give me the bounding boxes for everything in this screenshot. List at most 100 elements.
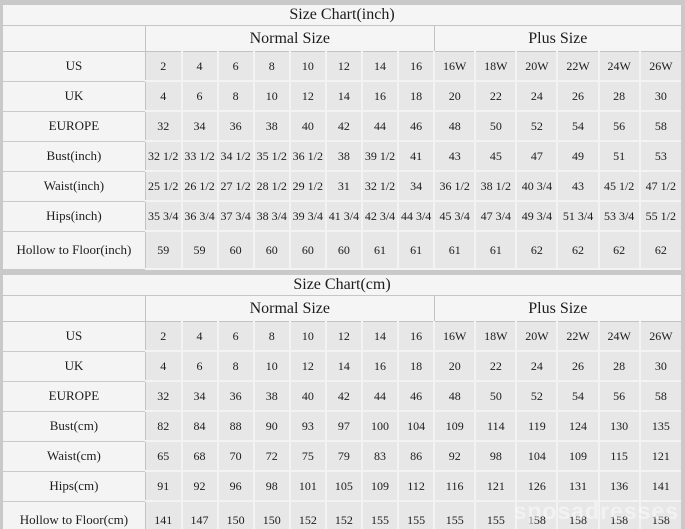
row-label: Hollow to Floor(inch) [3,231,146,270]
size-value-cell: 60 [289,231,327,270]
size-value-cell: 158 [557,501,600,529]
size-value-cell: 47 3/4 [475,201,518,232]
size-value-cell: 83 [361,441,400,472]
size-value-cell: 55 1/2 [639,201,681,232]
size-value-cell: 50 [475,381,518,412]
row-label: UK [3,81,146,112]
row-label: US [3,51,146,82]
size-value-cell: 54 [557,381,600,412]
table-row: Bust(inch) 32 1/2 33 1/2 34 1/2 35 1/2 36 1/2… [3,141,681,172]
table-row: US 2 4 6 8 10 12 14 16 16W 18W 20W 22W 24W 26W [3,321,681,352]
size-value-cell: 18W [475,51,518,82]
size-value-cell: 104 [516,441,559,472]
size-value-cell: 4 [181,51,219,82]
table-row: Hips(cm) 91 92 96 98 101 105 109 112 116 121 126 131… [3,471,681,502]
size-chart-cm-table: Size Chart(cm) Normal Size Plus Size US 2 4 6 8… [3,275,681,529]
size-value-cell: 44 3/4 [398,201,436,232]
size-value-cell: 61 [398,231,436,270]
size-value-cell: 34 [398,171,436,202]
size-value-cell: 26 [557,351,600,382]
size-value-cell: 44 [361,111,400,142]
size-value-cell: 16W [434,51,477,82]
size-value-cell: 42 [325,111,363,142]
size-value-cell: 34 [181,111,219,142]
table-title: Size Chart(cm) [3,275,681,296]
size-value-cell: 8 [217,351,255,382]
size-value-cell: 121 [639,441,681,472]
size-value-cell: 116 [434,471,477,502]
size-value-cell: 47 [516,141,559,172]
size-value-cell: 150 [217,501,255,529]
size-value-cell: 41 [398,141,436,172]
size-value-cell: 155 [434,501,477,529]
size-value-cell: 79 [325,441,363,472]
size-value-cell: 32 1/2 [145,141,183,172]
size-value-cell: 18W [475,321,518,352]
size-value-cell: 38 [253,381,291,412]
size-value-cell: 109 [361,471,400,502]
size-value-cell: 32 1/2 [361,171,400,202]
size-value-cell: 60 [217,231,255,270]
size-value-cell: 31 [325,171,363,202]
size-value-cell: 20 [434,351,477,382]
size-value-cell: 72 [253,441,291,472]
size-value-cell: 90 [253,411,291,442]
size-value-cell: 44 [361,381,400,412]
size-value-cell: 14 [361,51,400,82]
size-value-cell: 24 [516,351,559,382]
table-row: Waist(cm) 65 68 70 72 75 79 83 86 92 98 104 109 115 12… [3,441,681,472]
size-value-cell: 36 1/2 [434,171,477,202]
size-value-cell: 45 3/4 [434,201,477,232]
size-value-cell: 97 [325,411,363,442]
row-label: UK [3,351,146,382]
size-value-cell: 60 [253,231,291,270]
size-value-cell: 49 3/4 [516,201,559,232]
size-value-cell: 6 [217,51,255,82]
size-value-cell: 100 [361,411,400,442]
row-label: Hips(inch) [3,201,146,232]
size-value-cell: 28 [598,351,641,382]
size-value-cell: 96 [217,471,255,502]
size-value-cell: 58 [639,111,681,142]
size-value-cell: 12 [289,351,327,382]
size-value-cell: 112 [398,471,436,502]
size-value-cell: 59 [181,231,219,270]
table-row: EUROPE 32 34 36 38 40 42 44 46 48 50 52 54 56 58 [3,381,681,412]
size-value-cell: 6 [181,81,219,112]
size-value-cell: 119 [516,411,559,442]
table-row: US 2 4 6 8 10 12 14 16 16W 18W 20W 22W 24W 26W [3,51,681,82]
size-value-cell: 82 [145,411,183,442]
size-value-cell: 52 [516,111,559,142]
table-row: Waist(inch) 25 1/2 26 1/2 27 1/2 28 1/2 29 1/… [3,171,681,202]
plus-size-header: Plus Size [433,25,681,52]
size-value-cell: 48 [434,381,477,412]
size-value-cell: 68 [181,441,219,472]
size-value-cell: 35 1/2 [253,141,291,172]
size-value-cell: 38 1/2 [475,171,518,202]
size-value-cell: 32 [145,111,183,142]
table-row: Hollow to Floor(cm) 141 147 150 150 152 152 155… [3,501,681,529]
size-value-cell: 26 [557,81,600,112]
size-value-cell: 61 [434,231,477,270]
size-value-cell: 6 [217,321,255,352]
size-group-header-row: Normal Size Plus Size [3,295,681,322]
table-title: Size Chart(inch) [3,5,681,26]
row-label: EUROPE [3,381,146,412]
size-value-cell: 30 [639,351,681,382]
size-value-cell: 20W [516,321,559,352]
size-value-cell: 10 [253,81,291,112]
corner-cell [3,295,146,322]
size-value-cell: 62 [516,231,559,270]
size-value-cell: 50 [475,111,518,142]
size-value-cell: 28 [598,81,641,112]
size-value-cell: 36 [217,111,255,142]
size-value-cell: 131 [557,471,600,502]
size-value-cell: 41 3/4 [325,201,363,232]
size-value-cell: 24 [516,81,559,112]
size-value-cell: 84 [181,411,219,442]
size-value-cell: 26W [639,51,681,82]
table-row: Hollow to Floor(inch) 59 59 60 60 60 60 61 61 61 6… [3,231,681,270]
size-value-cell: 22W [557,51,600,82]
size-value-cell: 14 [361,321,400,352]
